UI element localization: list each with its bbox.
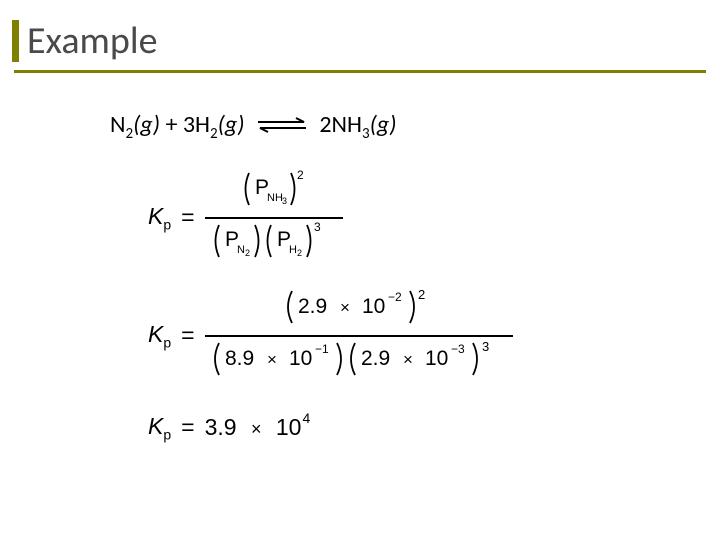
slide-title: Example xyxy=(27,18,157,64)
kp-numeric-substitution: Kp = 2.9 × 10 −2 2 xyxy=(148,285,513,387)
k-letter: K xyxy=(148,203,163,229)
svg-text:×: × xyxy=(340,298,350,317)
fraction: P NH 3 2 P N 2 xyxy=(205,167,343,269)
math-block: Kp = P NH 3 2 xyxy=(148,167,513,443)
reaction-equation: N2(g) + 3H2(g) 2NH3(g) xyxy=(110,110,513,143)
k-letter: K xyxy=(148,321,163,347)
phase-label: (g) xyxy=(370,110,397,139)
p-subscript: p xyxy=(163,335,171,351)
reactant-3h2: 3H2(g) xyxy=(183,110,250,139)
equals-sign: = xyxy=(181,322,194,349)
svg-text:−1: −1 xyxy=(315,342,329,356)
svg-text:×: × xyxy=(403,350,413,369)
subscript: 3 xyxy=(362,125,370,143)
accent-bar xyxy=(12,20,19,62)
content-area: N2(g) + 3H2(g) 2NH3(g) Kp = xyxy=(110,110,513,458)
svg-text:3: 3 xyxy=(314,221,321,234)
equals-sign: = xyxy=(181,204,194,231)
svg-text:×: × xyxy=(267,350,277,369)
phase-label: (g) xyxy=(218,110,245,139)
svg-text:−2: −2 xyxy=(388,290,402,304)
p-subscript: p xyxy=(163,426,171,442)
fraction: 2.9 × 10 −2 2 8.9 × 10 −1 xyxy=(205,285,513,387)
paren-den-values: 8.9 × 10 −1 2.9 × 10 −3 3 xyxy=(209,339,509,379)
svg-text:10: 10 xyxy=(362,295,385,318)
paren-pn2-ph2-cubed: P N 2 P H 2 3 xyxy=(209,221,339,261)
equilibrium-arrows-icon xyxy=(256,112,308,141)
svg-text:2.9: 2.9 xyxy=(298,295,327,318)
times-sign: × xyxy=(251,419,262,439)
exponent: 4 xyxy=(302,410,310,426)
coefficient: 3 xyxy=(183,110,195,139)
title-row: Example xyxy=(0,0,720,64)
svg-text:H: H xyxy=(289,244,297,256)
product-2nh3: 2NH3(g) xyxy=(319,110,396,139)
subscript: 2 xyxy=(126,125,134,143)
svg-text:−3: −3 xyxy=(451,342,465,356)
denominator: P N 2 P H 2 3 xyxy=(205,219,343,269)
svg-text:2: 2 xyxy=(245,248,250,258)
plus-sign: + xyxy=(165,110,182,139)
result-value: 3.9 × 104 xyxy=(205,414,311,441)
subscript: 2 xyxy=(210,125,218,143)
numerator: 2.9 × 10 −2 2 xyxy=(276,285,442,335)
reactant-n2: N2(g) xyxy=(110,110,165,139)
numerator: P NH 3 2 xyxy=(235,167,313,217)
paren-p-nh3-squared: P NH 3 2 xyxy=(239,169,309,209)
equals-sign: = xyxy=(181,414,194,441)
svg-text:2.9: 2.9 xyxy=(361,347,390,370)
svg-text:3: 3 xyxy=(282,196,287,206)
svg-text:10: 10 xyxy=(289,347,312,370)
svg-text:N: N xyxy=(237,244,245,256)
base-ten: 10 xyxy=(276,414,302,440)
title-underline xyxy=(14,70,706,73)
kp-symbol: Kp xyxy=(148,203,171,233)
svg-text:3: 3 xyxy=(482,339,489,354)
mantissa: 3.9 xyxy=(205,414,237,440)
kp-symbol: Kp xyxy=(148,321,171,351)
species-symbol: H xyxy=(195,110,210,139)
kp-result: Kp = 3.9 × 104 xyxy=(148,413,513,443)
svg-text:2: 2 xyxy=(297,248,302,258)
svg-text:8.9: 8.9 xyxy=(225,347,254,370)
phase-label: (g) xyxy=(133,110,160,139)
svg-text:10: 10 xyxy=(425,347,448,370)
p-subscript: p xyxy=(163,217,171,233)
kp-symbolic-expression: Kp = P NH 3 2 xyxy=(148,167,513,269)
svg-text:2: 2 xyxy=(297,169,304,182)
kp-symbol: Kp xyxy=(148,413,171,443)
denominator: 8.9 × 10 −1 2.9 × 10 −3 3 xyxy=(205,337,513,387)
coefficient: 2 xyxy=(319,110,331,139)
svg-text:2: 2 xyxy=(418,287,425,302)
svg-text:NH: NH xyxy=(267,192,283,204)
species-symbol: N xyxy=(110,110,126,139)
k-letter: K xyxy=(148,413,163,439)
species-symbol: NH xyxy=(332,110,362,139)
paren-num-value: 2.9 × 10 −2 2 xyxy=(280,287,438,327)
